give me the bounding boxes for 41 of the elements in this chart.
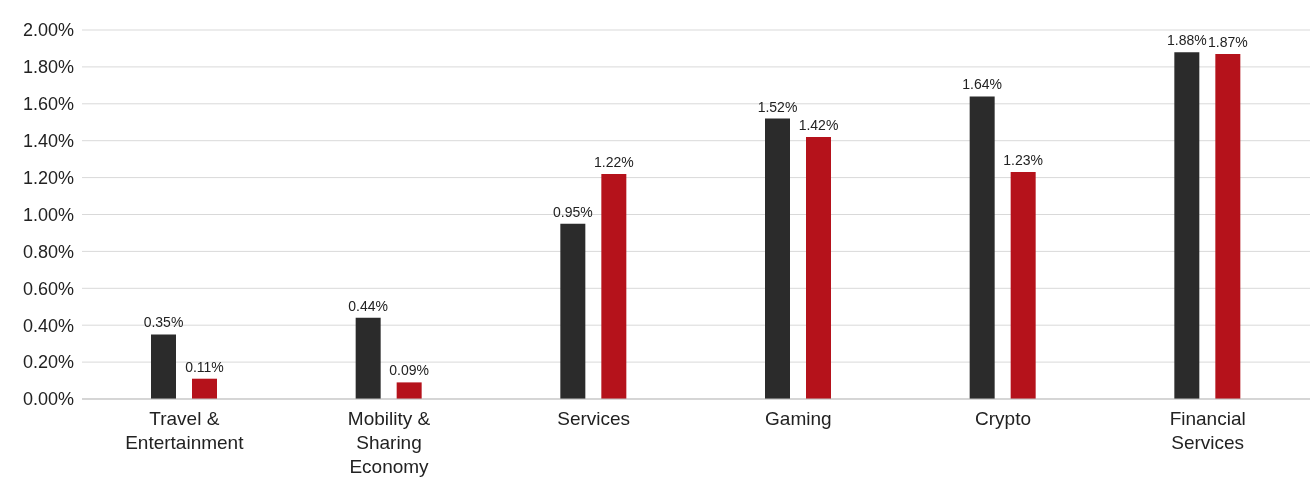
data-label: 0.11% bbox=[185, 358, 224, 375]
bar bbox=[355, 317, 381, 399]
data-label: 1.64% bbox=[962, 76, 1003, 93]
bar bbox=[806, 137, 831, 399]
bar bbox=[765, 118, 790, 399]
y-tick-label: 1.20% bbox=[22, 167, 74, 188]
y-tick-label: 0.20% bbox=[22, 352, 74, 373]
bar bbox=[560, 223, 586, 399]
y-tick-label: 2.00% bbox=[22, 20, 74, 41]
data-label: 1.42% bbox=[798, 117, 839, 134]
y-tick-label: 1.80% bbox=[22, 57, 74, 78]
bar bbox=[1010, 172, 1036, 399]
y-tick-label: 1.40% bbox=[22, 131, 74, 152]
bar bbox=[969, 96, 995, 399]
y-tick-label: 0.40% bbox=[22, 315, 74, 336]
bar bbox=[601, 173, 627, 399]
data-label: 0.09% bbox=[389, 362, 430, 379]
y-tick-label: 0.60% bbox=[22, 278, 74, 299]
bar bbox=[1174, 52, 1200, 399]
bar bbox=[396, 382, 422, 399]
bar bbox=[1215, 53, 1241, 399]
data-label: 1.87% bbox=[1207, 33, 1248, 50]
y-tick-label: 0.00% bbox=[22, 389, 74, 410]
bar bbox=[151, 334, 176, 399]
y-tick-label: 0.80% bbox=[22, 241, 74, 262]
x-tick-label: Mobility & Sharing Economy bbox=[347, 408, 431, 477]
data-label: 0.44% bbox=[348, 297, 389, 314]
data-label: 1.22% bbox=[593, 153, 634, 170]
x-tick-label: Crypto bbox=[975, 408, 1031, 429]
x-tick-label: Financial Services bbox=[1169, 408, 1246, 453]
x-tick-label: Services bbox=[557, 408, 631, 429]
y-tick-label: 1.60% bbox=[22, 94, 74, 115]
x-tick-label: Travel & Entertainment bbox=[125, 408, 245, 453]
data-label: 1.52% bbox=[757, 98, 798, 115]
data-label: 0.95% bbox=[552, 203, 593, 220]
data-label: 1.88% bbox=[1166, 32, 1207, 49]
data-label: 0.35% bbox=[143, 314, 184, 331]
x-tick-label: Gaming bbox=[765, 408, 832, 429]
data-label: 1.23% bbox=[1003, 152, 1044, 169]
bar bbox=[192, 378, 217, 399]
y-tick-label: 1.00% bbox=[22, 204, 74, 225]
